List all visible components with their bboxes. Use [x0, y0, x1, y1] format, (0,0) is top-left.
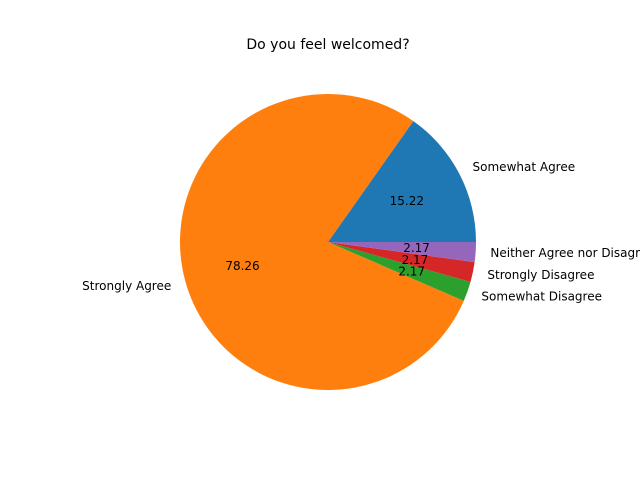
pie-category-label-somewhat-disagree: Somewhat Disagree	[481, 289, 602, 303]
pie-category-label-strongly-agree: Strongly Agree	[82, 279, 171, 293]
pie-category-labels: Somewhat Agree Strongly Agree Somewhat Dis…	[82, 160, 640, 303]
chart-title: Do you feel welcomed?	[246, 37, 409, 53]
pie-percent-label-strongly-disagree: 2.17	[402, 253, 429, 267]
pie-category-label-strongly-disagree: Strongly Disagree	[487, 268, 594, 282]
pie-category-label-somewhat-agree: Somewhat Agree	[473, 160, 576, 174]
pie-slice-strongly-disagree	[328, 242, 475, 282]
pie-slice-neither-agree-nor-disagree	[328, 242, 476, 263]
pie-slices	[180, 94, 476, 391]
pie-percent-label-strongly-agree: 78.26	[225, 259, 259, 273]
pie-category-label-neither-agree-nor-disagree: Neither Agree nor Disagree	[490, 246, 640, 260]
pie-slice-strongly-agree	[180, 94, 464, 391]
pie-percent-label-somewhat-agree: 15.22	[390, 194, 424, 208]
pie-percent-label-neither-agree-nor-disagree: 2.17	[403, 241, 430, 255]
pie-slice-somewhat-disagree	[328, 242, 471, 301]
pie-slice-somewhat-agree	[328, 121, 476, 242]
pie-percent-label-somewhat-disagree: 2.17	[398, 265, 425, 279]
